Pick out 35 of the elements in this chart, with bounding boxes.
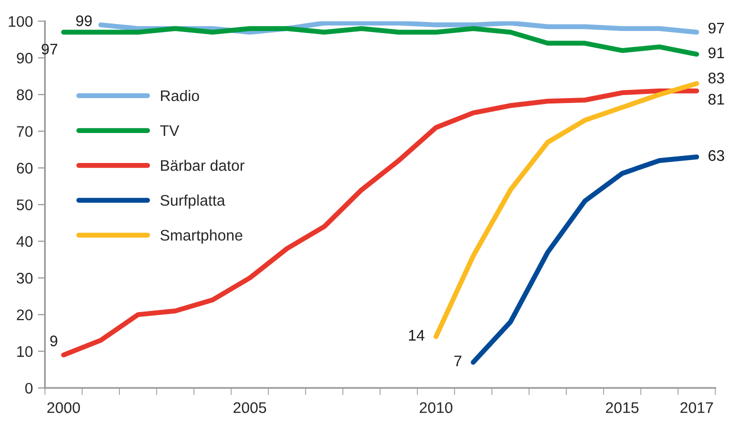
- data-label: 9: [50, 336, 58, 346]
- data-label: 99: [76, 15, 92, 26]
- data-label: 97: [42, 44, 58, 55]
- legend-label: TV: [160, 125, 180, 136]
- y-tick-label: 60: [16, 162, 33, 174]
- line-series: [434, 81, 700, 340]
- x-tick-label: 2005: [234, 402, 266, 414]
- data-label: 7: [454, 356, 462, 366]
- x-tick-label: 2017: [680, 402, 713, 414]
- line-series: [61, 26, 700, 57]
- x-tick-label: 2015: [606, 402, 639, 414]
- y-tick-label: 50: [16, 199, 33, 210]
- data-label: 81: [708, 94, 724, 105]
- y-tick-label: 100: [8, 16, 33, 27]
- data-label: 14: [409, 330, 424, 341]
- y-tick-label: 80: [16, 89, 33, 100]
- line-series: [470, 154, 700, 365]
- line-series: [61, 88, 700, 358]
- data-label: 97: [708, 22, 724, 34]
- y-tick-label: 70: [16, 126, 33, 137]
- legend-label: Bärbar dator: [161, 160, 244, 171]
- data-label: 83: [708, 72, 724, 84]
- legend-label: Surfplatta: [160, 194, 226, 209]
- y-tick-label: 90: [16, 52, 33, 64]
- legend-label: Radio: [161, 90, 200, 102]
- y-tick-label: 10: [17, 346, 33, 357]
- legend-label: Smartphone: [160, 229, 242, 244]
- x-tick-label: 2000: [47, 402, 80, 414]
- data-label: 91: [708, 47, 724, 58]
- y-tick-label: 0: [25, 382, 33, 394]
- y-tick-label: 40: [16, 236, 33, 247]
- y-tick-label: 20: [16, 309, 33, 320]
- y-tick-label: 30: [16, 272, 33, 284]
- data-label: 63: [708, 150, 724, 161]
- x-tick-label: 2010: [420, 402, 452, 414]
